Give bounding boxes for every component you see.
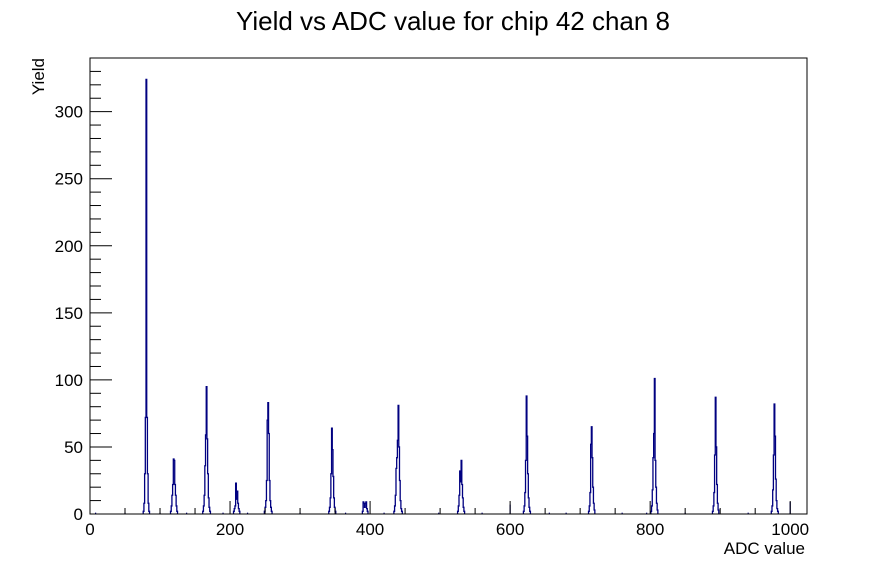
histogram-peak-8 bbox=[456, 459, 466, 514]
histogram-peak-0 bbox=[142, 78, 151, 514]
x-tick-label: 800 bbox=[636, 520, 664, 539]
y-tick-label: 100 bbox=[55, 371, 83, 390]
chart-title: Yield vs ADC value for chip 42 chan 8 bbox=[236, 6, 670, 36]
x-tick-label: 1000 bbox=[771, 520, 809, 539]
histogram-peak-10 bbox=[587, 426, 596, 514]
y-axis-label: Yield bbox=[29, 58, 48, 95]
histogram-peak-13 bbox=[770, 403, 779, 514]
y-tick-label: 50 bbox=[64, 438, 83, 457]
x-tick-label: 400 bbox=[356, 520, 384, 539]
x-tick-label: 200 bbox=[216, 520, 244, 539]
histogram-peak-12 bbox=[711, 396, 720, 514]
histogram-peak-2 bbox=[202, 385, 212, 514]
histogram-peak-1 bbox=[169, 458, 179, 514]
histogram-peak-5 bbox=[328, 427, 337, 514]
x-axis-label: ADC value bbox=[724, 539, 805, 558]
x-tick-label: 600 bbox=[496, 520, 524, 539]
y-tick-label: 300 bbox=[55, 103, 83, 122]
histogram-peak-11 bbox=[650, 377, 659, 514]
histogram-peak-7 bbox=[393, 404, 403, 514]
y-tick-label: 150 bbox=[55, 304, 83, 323]
histogram-peak-6 bbox=[361, 501, 369, 514]
axes: 0 200 400 600 800 1000 0 50 100 150 200 250 300 bbox=[55, 57, 809, 539]
y-tick-label: 0 bbox=[74, 505, 83, 524]
histogram-peak-4 bbox=[263, 402, 273, 514]
x-tick-label: 0 bbox=[85, 520, 94, 539]
y-tick-label: 200 bbox=[55, 237, 83, 256]
y-tick-label: 250 bbox=[55, 170, 83, 189]
histogram-bins bbox=[95, 78, 791, 514]
histogram-peak-3 bbox=[232, 482, 241, 514]
histogram-peak-9 bbox=[522, 395, 532, 514]
